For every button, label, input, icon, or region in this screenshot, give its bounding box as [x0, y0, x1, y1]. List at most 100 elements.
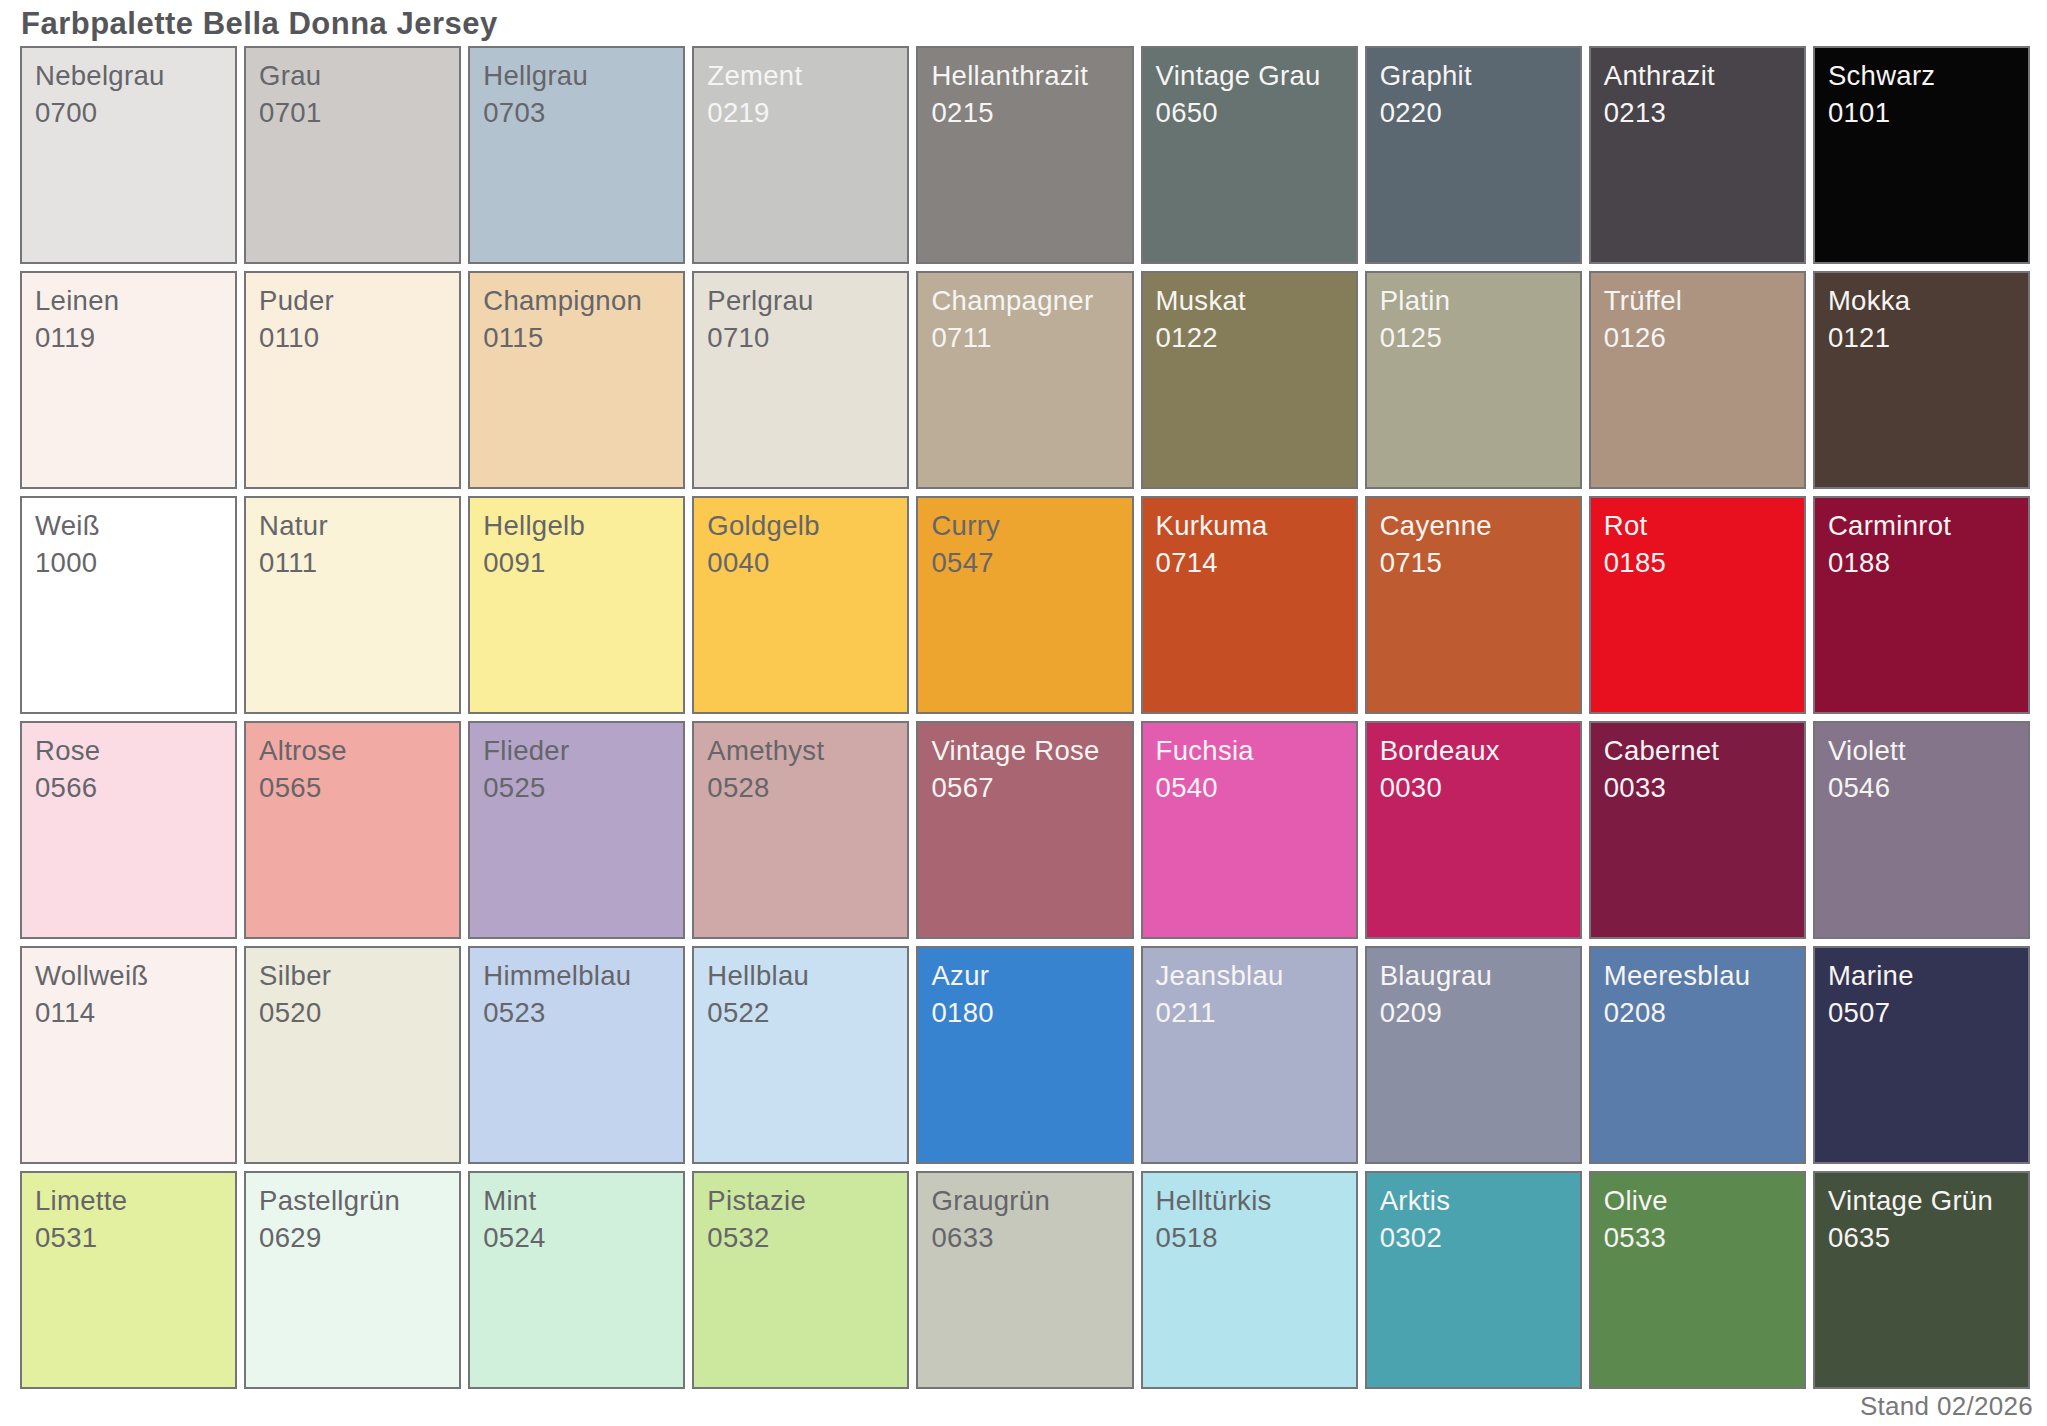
color-swatch: Curry0547 [916, 496, 1133, 714]
color-name: Puder [259, 282, 446, 319]
color-swatch: Limette0531 [20, 1171, 237, 1389]
color-swatch: Champignon0115 [468, 271, 685, 489]
color-code: 0650 [1156, 94, 1343, 131]
color-swatch: Fuchsia0540 [1141, 721, 1358, 939]
color-name: Vintage Rose [931, 732, 1118, 769]
color-name: Blaugrau [1380, 957, 1567, 994]
color-code: 0635 [1828, 1219, 2015, 1256]
color-swatch: Vintage Grün0635 [1813, 1171, 2030, 1389]
color-swatch: Weiß1000 [20, 496, 237, 714]
color-name: Meeresblau [1604, 957, 1791, 994]
color-code: 0121 [1828, 319, 2015, 356]
color-swatch: Hellblau0522 [692, 946, 909, 1164]
color-name: Champignon [483, 282, 670, 319]
color-name: Cayenne [1380, 507, 1567, 544]
color-swatch: Anthrazit0213 [1589, 46, 1806, 264]
color-swatch: Kurkuma0714 [1141, 496, 1358, 714]
color-code: 0715 [1380, 544, 1567, 581]
color-code: 0710 [707, 319, 894, 356]
color-name: Azur [931, 957, 1118, 994]
color-code: 0532 [707, 1219, 894, 1256]
color-swatch: Champagner0711 [916, 271, 1133, 489]
color-name: Kurkuma [1156, 507, 1343, 544]
color-code: 0213 [1604, 94, 1791, 131]
color-swatch: Meeresblau0208 [1589, 946, 1806, 1164]
color-name: Champagner [931, 282, 1118, 319]
color-name: Graphit [1380, 57, 1567, 94]
color-code: 0700 [35, 94, 222, 131]
color-code: 0701 [259, 94, 446, 131]
color-swatch: Bordeaux0030 [1365, 721, 1582, 939]
color-code: 0629 [259, 1219, 446, 1256]
color-code: 0533 [1604, 1219, 1791, 1256]
color-name: Hellgrau [483, 57, 670, 94]
color-swatch: Pastellgrün0629 [244, 1171, 461, 1389]
color-name: Natur [259, 507, 446, 544]
color-code: 0220 [1380, 94, 1567, 131]
color-swatch: Schwarz0101 [1813, 46, 2030, 264]
color-name: Hellblau [707, 957, 894, 994]
color-code: 0302 [1380, 1219, 1567, 1256]
color-name: Limette [35, 1182, 222, 1219]
color-code: 0540 [1156, 769, 1343, 806]
color-name: Curry [931, 507, 1118, 544]
color-name: Pistazie [707, 1182, 894, 1219]
color-palette-sheet: Farbpalette Bella Donna Jersey Nebelgrau… [0, 0, 2047, 1426]
color-swatch: Mint0524 [468, 1171, 685, 1389]
color-swatch: Natur0111 [244, 496, 461, 714]
color-swatch: Cabernet0033 [1589, 721, 1806, 939]
color-name: Violett [1828, 732, 2015, 769]
color-swatch: Hellgelb0091 [468, 496, 685, 714]
color-code: 0119 [35, 319, 222, 356]
color-code: 0703 [483, 94, 670, 131]
color-name: Vintage Grau [1156, 57, 1343, 94]
color-name: Hellgelb [483, 507, 670, 544]
color-swatch: Silber0520 [244, 946, 461, 1164]
color-name: Rose [35, 732, 222, 769]
color-swatch: Platin0125 [1365, 271, 1582, 489]
color-name: Amethyst [707, 732, 894, 769]
color-swatch: Vintage Grau0650 [1141, 46, 1358, 264]
color-code: 0547 [931, 544, 1118, 581]
color-name: Helltürkis [1156, 1182, 1343, 1219]
color-name: Platin [1380, 282, 1567, 319]
color-code: 0522 [707, 994, 894, 1031]
color-swatch: Rot0185 [1589, 496, 1806, 714]
color-code: 0524 [483, 1219, 670, 1256]
color-name: Mint [483, 1182, 670, 1219]
color-name: Flieder [483, 732, 670, 769]
color-swatch: Azur0180 [916, 946, 1133, 1164]
color-code: 0507 [1828, 994, 2015, 1031]
color-name: Hellanthrazit [931, 57, 1118, 94]
revision-date-label: Stand 02/2026 [1860, 1391, 2033, 1422]
color-code: 0030 [1380, 769, 1567, 806]
page-title: Farbpalette Bella Donna Jersey [21, 6, 498, 42]
color-swatch: Vintage Rose0567 [916, 721, 1133, 939]
color-code: 0525 [483, 769, 670, 806]
color-swatch: Olive0533 [1589, 1171, 1806, 1389]
color-code: 1000 [35, 544, 222, 581]
color-code: 0185 [1604, 544, 1791, 581]
color-code: 0714 [1156, 544, 1343, 581]
color-code: 0180 [931, 994, 1118, 1031]
color-code: 0114 [35, 994, 222, 1031]
color-code: 0208 [1604, 994, 1791, 1031]
color-swatch: Nebelgrau0700 [20, 46, 237, 264]
color-code: 0188 [1828, 544, 2015, 581]
color-code: 0115 [483, 319, 670, 356]
color-swatch: Leinen0119 [20, 271, 237, 489]
color-swatch: Jeansblau0211 [1141, 946, 1358, 1164]
color-swatch: Wollweiß0114 [20, 946, 237, 1164]
color-name: Trüffel [1604, 282, 1791, 319]
color-code: 0126 [1604, 319, 1791, 356]
color-name: Himmelblau [483, 957, 670, 994]
color-swatch: Blaugrau0209 [1365, 946, 1582, 1164]
color-code: 0101 [1828, 94, 2015, 131]
swatch-grid: Nebelgrau0700Grau0701Hellgrau0703Zement0… [20, 46, 2030, 1389]
color-code: 0528 [707, 769, 894, 806]
color-code: 0040 [707, 544, 894, 581]
color-code: 0215 [931, 94, 1118, 131]
color-name: Pastellgrün [259, 1182, 446, 1219]
color-swatch: Puder0110 [244, 271, 461, 489]
color-name: Rot [1604, 507, 1791, 544]
